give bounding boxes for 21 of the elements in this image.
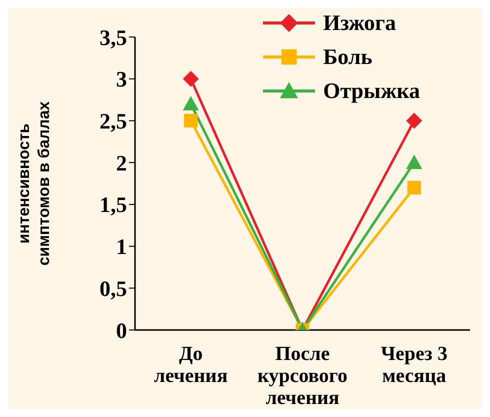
y-axis-title: интенсивность симптомов в баллах [16,101,53,266]
point [184,114,198,128]
point [407,180,421,194]
x-tick-label: Через 3 месяца [380,343,448,387]
point [406,154,422,169]
x-tick-label: После курсового лечения [258,343,348,409]
point [182,70,199,87]
y-tick-label: 3 [116,66,127,92]
y-tick-label: 2,5 [100,108,127,134]
point [406,112,422,129]
y-tick-label: 1 [116,234,127,260]
point [182,96,199,110]
legend-label: Изжога [323,10,396,36]
y-tick-label: 0,5 [100,276,127,301]
y-tick-label: 0 [116,318,127,343]
legend-label: Боль [323,44,372,70]
y-tick-label: 1,5 [100,192,127,218]
y-tick-label: 2 [116,150,127,176]
legend-label: Отрыжка [323,78,420,104]
y-tick-label: 3,5 [100,24,127,50]
x-tick-label: До лечения [154,343,228,387]
